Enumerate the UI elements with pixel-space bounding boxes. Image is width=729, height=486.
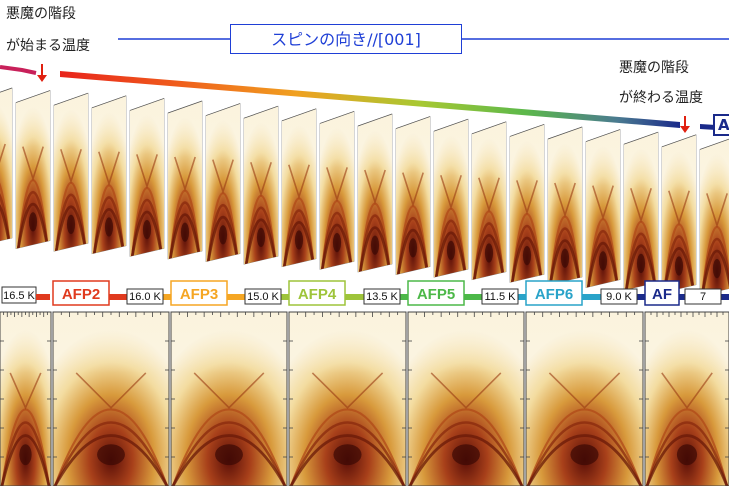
stack-panel	[15, 90, 51, 249]
temperature-value: 16.0 K	[129, 291, 161, 303]
temperature-value: 13.5 K	[366, 291, 398, 303]
stack-panel	[319, 110, 355, 270]
end-arrow-icon	[680, 116, 690, 133]
phase-label-afp6: AFP6 9.0 K	[525, 280, 645, 306]
corner-tag: A	[713, 114, 729, 136]
stripe-end	[700, 124, 716, 130]
stack-panel	[699, 137, 729, 296]
end-note-line1: 悪魔の階段	[619, 60, 689, 76]
stack-panel	[205, 103, 241, 262]
bottom-spectrum-panel	[644, 311, 729, 486]
start-arrow-icon	[37, 64, 47, 82]
stack-panel	[585, 129, 621, 288]
stack-panel	[547, 126, 583, 286]
phase-label-af: AF 7	[644, 280, 729, 306]
bottom-spectrum-panel	[52, 311, 170, 486]
temperature-gradient-stripe	[60, 71, 680, 128]
bottom-spectrum-panel	[525, 311, 644, 486]
stacked-spectra	[0, 87, 729, 296]
bottom-spectrum-panel	[0, 311, 52, 486]
phase-name: AFP6	[535, 286, 573, 303]
stack-panel	[433, 118, 469, 278]
temperature-label: 16.5 K	[1, 286, 37, 304]
temperature-value: 15.0 K	[247, 291, 279, 303]
bottom-spectra-row	[0, 311, 729, 486]
phase-label-afp5: AFP5 11.5 K	[407, 280, 526, 306]
stack-panel	[509, 123, 545, 283]
stack-panel	[243, 105, 279, 265]
stack-panel	[91, 95, 127, 255]
stack-panel	[53, 92, 89, 252]
phase-label-afp3: AFP3 15.0 K	[170, 280, 289, 306]
stack-panel	[623, 131, 659, 291]
phase-name: AFP4	[298, 286, 337, 303]
phase-name: AFP5	[417, 286, 455, 303]
phase-label-afp4: AFP4 13.5 K	[288, 280, 408, 306]
stack-panel	[357, 113, 393, 273]
temperature-value: 9.0 K	[606, 291, 632, 303]
bottom-spectrum-panel	[170, 311, 288, 486]
stack-panel	[471, 121, 507, 281]
bottom-spectrum-panel	[288, 311, 407, 486]
temperature-value: 16.5 K	[3, 290, 35, 302]
temperature-value: 11.5 K	[485, 291, 517, 303]
stack-panel	[129, 97, 165, 257]
phase-name: AFP3	[180, 286, 218, 303]
start-note-line1: 悪魔の階段	[6, 6, 76, 22]
stack-panel	[395, 116, 431, 275]
phase-name: AFP2	[62, 286, 100, 303]
stack-panel	[167, 100, 203, 260]
start-note-line2: が始まる温度	[6, 38, 90, 54]
stripe-start	[0, 65, 37, 75]
stack-panel	[0, 87, 13, 246]
stack-panel	[661, 134, 697, 294]
phase-label-afp2: AFP2 16.0 K	[52, 280, 171, 306]
temperature-value: 7	[700, 291, 706, 303]
spin-direction-title: スピンの向き//[001]	[230, 24, 462, 54]
phase-name: AF	[652, 286, 672, 303]
stack-panel	[281, 108, 317, 268]
bottom-spectrum-panel	[407, 311, 525, 486]
end-note-line2: が終わる温度	[619, 90, 703, 106]
phase-label-row: 16.5 K AFP2 16.0 K AFP3 15.0 K AFP4 13.5 K AFP5…	[1, 280, 729, 306]
